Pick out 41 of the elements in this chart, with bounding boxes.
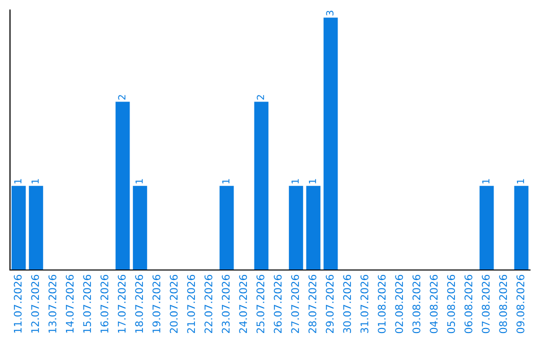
x-tick-label: 07.08.2026 bbox=[482, 274, 490, 334]
data-label: 2 bbox=[256, 95, 264, 100]
x-tick-label: 24.07.2026 bbox=[239, 274, 248, 334]
data-label: 3 bbox=[326, 10, 334, 16]
x-tick-label: 22.07.2026 bbox=[204, 274, 212, 334]
data-label: 2 bbox=[118, 95, 126, 100]
x-tick-label: 05.08.2026 bbox=[447, 274, 456, 334]
x-tick-label: 06.08.2026 bbox=[464, 274, 472, 334]
x-tick-label: 01.08.2026 bbox=[378, 274, 386, 334]
x-tick-label: 17.07.2026 bbox=[118, 274, 126, 333]
x-tick-label: 11.07.2026 bbox=[14, 274, 22, 333]
data-label: 1 bbox=[136, 179, 143, 184]
x-tick-label: 12.07.2026 bbox=[31, 274, 40, 333]
x-tick-label: 15.07.2026 bbox=[83, 274, 92, 333]
x-tick-label: 28.07.2026 bbox=[308, 274, 316, 334]
x-tick-label: 03.08.2026 bbox=[412, 274, 420, 334]
data-label: 1 bbox=[308, 179, 316, 184]
x-tick-label: 13.07.2026 bbox=[48, 274, 56, 333]
data-label: 1 bbox=[222, 179, 230, 184]
x-tick-label: 20.07.2026 bbox=[170, 274, 178, 334]
data-label: 1 bbox=[292, 179, 299, 184]
data-label: 1 bbox=[14, 179, 22, 184]
data-label: 1 bbox=[516, 179, 524, 184]
x-tick-label: 14.07.2026 bbox=[66, 274, 74, 333]
x-tick-label: 31.07.2026 bbox=[360, 274, 368, 334]
x-tick-label: 09.08.2026 bbox=[516, 274, 524, 334]
x-tick-label: 16.07.2026 bbox=[100, 274, 108, 333]
data-label: 1 bbox=[32, 179, 39, 184]
x-tick-label: 02.08.2026 bbox=[395, 274, 404, 334]
x-tick-label: 25.07.2026 bbox=[256, 274, 264, 334]
x-tick-label: 29.07.2026 bbox=[326, 274, 334, 334]
x-tick-label: 04.08.2026 bbox=[430, 274, 438, 334]
x-tick-label: 18.07.2026 bbox=[135, 274, 144, 333]
x-tick-label: 23.07.2026 bbox=[222, 274, 230, 334]
x-tick-label: 08.08.2026 bbox=[499, 274, 508, 334]
x-tick-label: 30.07.2026 bbox=[343, 274, 352, 334]
data-label: 1 bbox=[482, 179, 490, 184]
x-tick-label: 21.07.2026 bbox=[187, 274, 196, 334]
x-tick-label: 26.07.2026 bbox=[274, 274, 282, 334]
x-tick-label: 27.07.2026 bbox=[291, 274, 300, 334]
x-tick-label: 19.07.2026 bbox=[152, 274, 160, 333]
